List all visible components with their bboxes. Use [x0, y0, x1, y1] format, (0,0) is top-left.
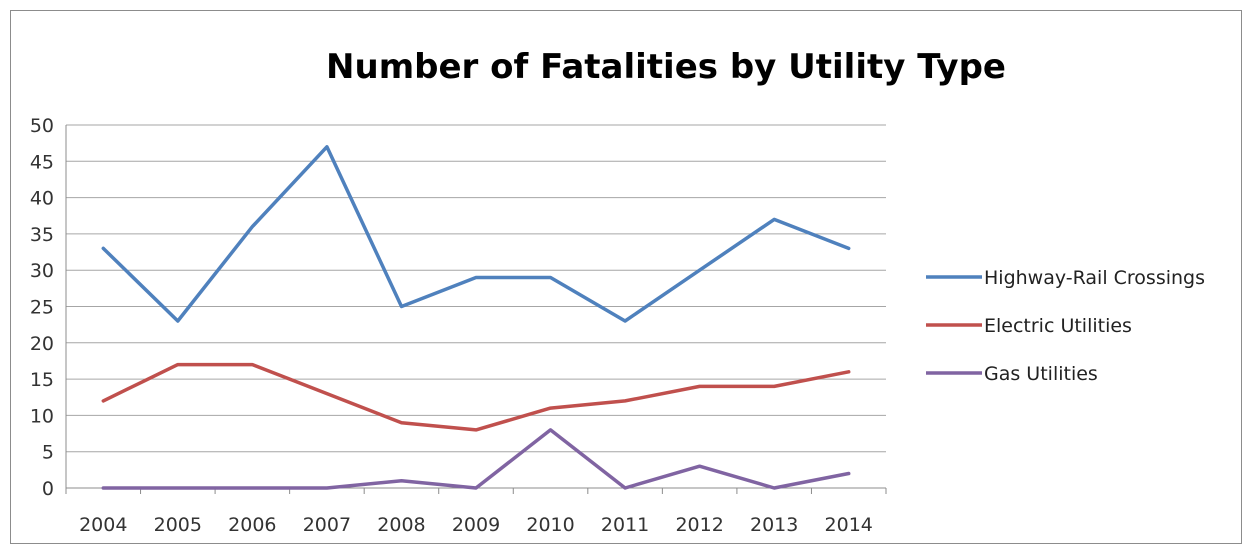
y-tick-label: 10 — [30, 405, 54, 427]
chart-title: Number of Fatalities by Utility Type — [326, 47, 1006, 87]
x-tick-label: 2014 — [825, 514, 873, 536]
x-tick-label: 2007 — [303, 514, 351, 536]
y-tick-label: 35 — [30, 224, 54, 246]
x-axis-ticks: 2004 2005 2006 2007 2008 2009 2010 2011 2012 2013… — [65, 125, 887, 536]
y-tick-label: 25 — [30, 297, 54, 319]
series-line-1 — [101, 362, 851, 432]
y-tick-label: 0 — [42, 478, 54, 500]
y-tick-label: 45 — [30, 151, 54, 173]
y-tick-label: 20 — [30, 333, 54, 355]
series-line-2 — [101, 428, 851, 490]
x-tick-label: 2011 — [601, 514, 649, 536]
x-tick-label: 2013 — [750, 514, 798, 536]
y-tick-label: 30 — [30, 260, 54, 282]
x-tick-label: 2009 — [452, 514, 500, 536]
y-axis-ticks: 0 5 10 15 20 25 30 35 40 45 50 — [30, 115, 54, 500]
series-lines — [101, 145, 851, 490]
legend: Highway-Rail Crossings Electric Utilities… — [926, 267, 1205, 385]
series-line-0 — [101, 145, 851, 323]
x-tick-label: 2012 — [675, 514, 723, 536]
x-tick-label: 2006 — [228, 514, 276, 536]
y-tick-label: 15 — [30, 369, 54, 391]
x-tick-label: 2004 — [79, 514, 127, 536]
y-tick-label: 50 — [30, 115, 54, 137]
legend-label: Gas Utilities — [984, 363, 1098, 385]
x-tick-label: 2005 — [154, 514, 202, 536]
x-tick-label: 2010 — [526, 514, 574, 536]
y-tick-label: 5 — [42, 442, 54, 464]
x-tick-label: 2008 — [377, 514, 425, 536]
chart-frame — [10, 10, 1242, 544]
y-tick-label: 40 — [30, 188, 54, 210]
legend-label: Highway-Rail Crossings — [984, 267, 1205, 289]
legend-label: Electric Utilities — [984, 315, 1132, 337]
